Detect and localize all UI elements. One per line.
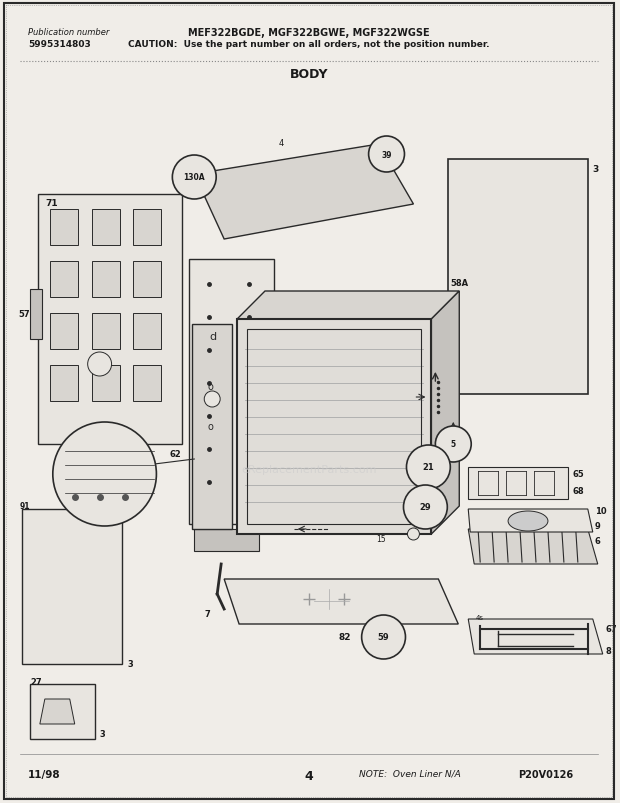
Text: 65: 65 [573,470,585,479]
Text: Publication number: Publication number [28,28,109,37]
Bar [194,529,259,552]
Circle shape [369,137,404,173]
Bar [50,365,78,402]
Text: 4: 4 [279,138,284,147]
Polygon shape [194,145,414,240]
Polygon shape [432,291,459,534]
Text: 27: 27 [30,678,42,687]
Text: 62: 62 [169,450,181,459]
Bar [68,447,123,466]
Polygon shape [468,509,593,532]
Text: NOTE:  Oven Liner N/A: NOTE: Oven Liner N/A [358,769,461,778]
Text: 59: 59 [378,633,389,642]
Text: 7: 7 [204,609,210,619]
Text: 58A: 58A [450,279,469,288]
Bar [192,324,232,529]
Ellipse shape [508,512,548,532]
Polygon shape [40,699,75,724]
Text: BODY: BODY [290,68,328,81]
Text: 11/98: 11/98 [28,769,61,779]
Bar [50,262,78,298]
Text: MEF322BGDE, MGF322BGWE, MGF322WGSE: MEF322BGDE, MGF322BGWE, MGF322WGSE [188,28,430,38]
Text: P20V0126: P20V0126 [518,769,573,779]
Text: CAUTION:  Use the part number on all orders, not the position number.: CAUTION: Use the part number on all orde… [128,40,490,49]
Bar [133,314,161,349]
Bar [50,314,78,349]
Circle shape [361,615,405,659]
Circle shape [404,485,447,529]
Text: 3: 3 [100,730,105,739]
Text: 71: 71 [46,198,58,207]
Bar [92,314,120,349]
Polygon shape [468,619,603,654]
Polygon shape [237,320,432,534]
Text: 14: 14 [376,522,386,531]
Bar [92,365,120,402]
Text: o: o [207,381,213,392]
Text: 6: 6 [595,537,601,546]
Circle shape [172,156,216,200]
Polygon shape [428,377,448,418]
Text: 63: 63 [100,515,111,524]
Text: 41: 41 [309,520,321,529]
Text: 10: 10 [595,507,606,516]
Circle shape [53,422,156,526]
Text: 58B: 58B [194,542,212,551]
Text: 62: 62 [68,510,79,519]
Text: 29: 29 [420,503,432,512]
Bar [189,259,274,524]
Text: 3: 3 [593,165,599,174]
Bar [92,210,120,246]
Bar [38,195,182,444]
Bar [133,365,161,402]
Bar [448,160,588,394]
Text: 9: 9 [595,522,601,531]
Circle shape [87,353,112,377]
Polygon shape [468,467,568,499]
Polygon shape [30,290,42,340]
Text: 170: 170 [399,390,414,399]
Bar [50,210,78,246]
Bar [92,262,120,298]
Circle shape [435,426,471,463]
Text: 67: 67 [606,625,618,634]
Circle shape [204,392,220,407]
Text: 68: 68 [573,487,585,496]
Text: 4: 4 [304,769,313,782]
Text: 82: 82 [339,633,351,642]
Text: 39: 39 [381,150,392,159]
Polygon shape [224,579,458,624]
Text: 5: 5 [451,440,456,449]
Bar [22,509,122,664]
Text: 97: 97 [69,451,79,460]
Bar [133,210,161,246]
Text: 15: 15 [376,535,386,544]
Text: 57: 57 [18,310,30,319]
Text: 58: 58 [244,544,255,554]
Text: eReplacementParts.com: eReplacementParts.com [241,464,376,475]
Bar [247,329,422,524]
Text: 1: 1 [224,530,231,539]
Circle shape [407,446,450,489]
Polygon shape [468,529,598,565]
Text: o: o [207,422,213,431]
Text: 3: 3 [128,660,133,669]
Circle shape [407,528,419,540]
Polygon shape [237,291,459,320]
Text: 8: 8 [606,646,611,656]
Text: 21: 21 [422,463,434,472]
Bar [133,262,161,298]
Bar [30,684,95,739]
Text: d: d [209,332,216,341]
Text: 4s: 4s [475,614,483,620]
Text: 5995314803: 5995314803 [28,40,91,49]
Text: 91: 91 [20,502,30,511]
Text: 130A: 130A [184,173,205,182]
